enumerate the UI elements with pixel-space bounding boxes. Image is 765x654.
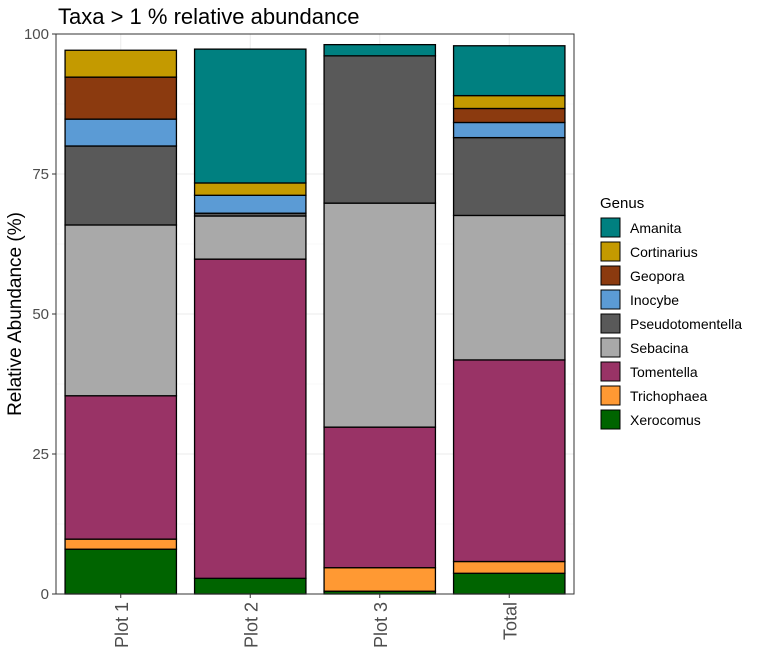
y-tick-label: 25 xyxy=(32,446,49,463)
bar-segment-amanita xyxy=(193,48,307,184)
bar-segment-amanita xyxy=(323,43,437,57)
legend-swatch-tomentella xyxy=(600,361,621,382)
y-axis-ticks: 0 25 50 75 100 xyxy=(24,26,56,603)
x-tick-label: Plot 3 xyxy=(371,602,391,648)
x-tick-label: Plot 1 xyxy=(112,602,132,648)
bar-segment-tomentella xyxy=(193,258,307,579)
chart-title: Taxa > 1 % relative abundance xyxy=(58,4,359,29)
bar-segment-xerocomus xyxy=(64,548,178,595)
bar-segment-pseudotomentella xyxy=(323,55,437,204)
bar-segment-tomentella xyxy=(323,426,437,569)
bar-segment-trichophaea xyxy=(64,538,178,550)
y-tick-label: 0 xyxy=(41,586,49,603)
bar-segment-sebacina xyxy=(323,202,437,428)
legend-swatch-trichophaea xyxy=(600,385,621,406)
y-tick-label: 100 xyxy=(24,26,49,43)
bar-segment-cortinarius xyxy=(452,94,566,110)
bar-segment-pseudotomentella xyxy=(64,145,178,226)
bar-segment-trichophaea xyxy=(323,567,437,592)
legend-label: Pseudotomentella xyxy=(630,316,742,332)
legend-label: Cortinarius xyxy=(630,244,698,260)
legend-label: Geopora xyxy=(630,268,685,284)
bar-segment-trichophaea xyxy=(452,560,566,574)
bar-segment-tomentella xyxy=(452,359,566,563)
bar-segment-pseudotomentella xyxy=(452,136,566,217)
legend-title: Genus xyxy=(600,195,644,212)
legend-label: Xerocomus xyxy=(630,412,701,428)
bar-segment-xerocomus xyxy=(452,572,566,595)
legend-swatch-pseudotomentella xyxy=(600,313,621,334)
bar-segment-cortinarius xyxy=(64,49,178,78)
legend: Amanita Cortinarius Geopora Inocybe Pseudoto… xyxy=(600,217,742,430)
legend-label: Amanita xyxy=(630,220,682,236)
legend-swatch-cortinarius xyxy=(600,241,621,262)
bar-segment-inocybe xyxy=(193,194,307,214)
legend-swatch-sebacina xyxy=(600,337,621,358)
bar-segment-sebacina xyxy=(193,215,307,260)
legend-label: Tomentella xyxy=(630,364,698,380)
bar-segment-inocybe xyxy=(452,121,566,139)
plot-border xyxy=(55,33,575,595)
legend-label: Inocybe xyxy=(630,292,679,308)
bar-segment-amanita xyxy=(452,45,566,97)
bar-segment-cortinarius xyxy=(193,182,307,196)
x-tick-label: Plot 2 xyxy=(241,602,261,648)
bar-segment-tomentella xyxy=(64,395,178,540)
bar-segment-xerocomus xyxy=(193,577,307,595)
y-tick-label: 75 xyxy=(32,166,49,183)
legend-label: Sebacina xyxy=(630,340,689,356)
bar-segment-geopora xyxy=(452,107,566,124)
legend-swatch-geopora xyxy=(600,265,621,286)
x-tick-label: Total xyxy=(500,602,520,640)
bar-segment-inocybe xyxy=(64,118,178,147)
x-axis-ticks: Plot 1 Plot 2 Plot 3 Total xyxy=(112,594,520,648)
legend-swatch-inocybe xyxy=(600,289,621,310)
bar-segment-sebacina xyxy=(64,224,178,397)
legend-swatch-xerocomus xyxy=(600,409,621,430)
bars-layer xyxy=(64,43,566,595)
legend-swatch-amanita xyxy=(600,217,621,238)
y-axis-title: Relative Abundance (%) xyxy=(5,212,26,416)
bar-segment-sebacina xyxy=(452,214,566,361)
legend-label: Trichophaea xyxy=(630,388,708,404)
bar-segment-geopora xyxy=(64,76,178,120)
y-tick-label: 50 xyxy=(32,306,49,323)
